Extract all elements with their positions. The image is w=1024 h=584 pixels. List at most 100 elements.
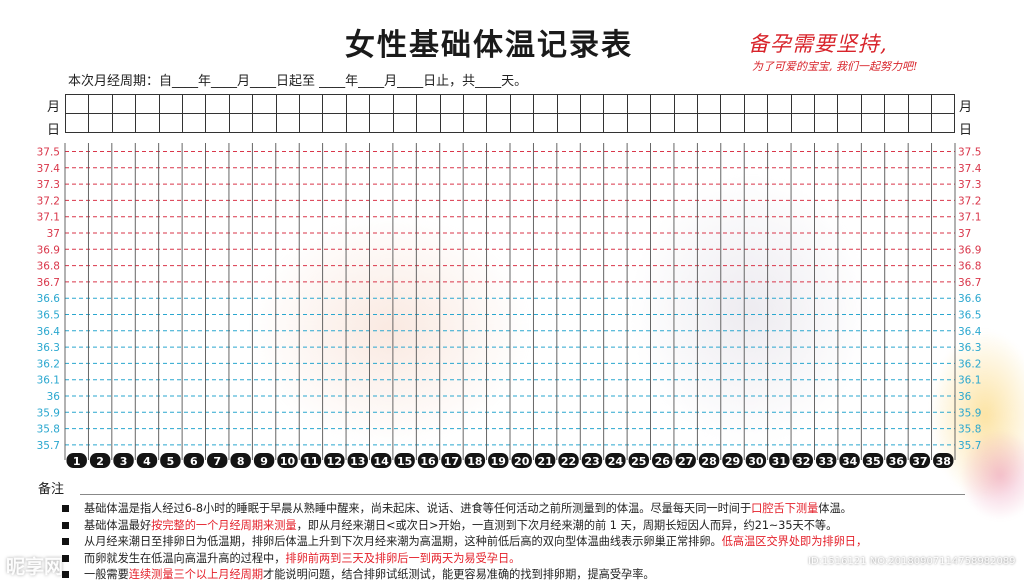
day-badge-bg [488, 453, 509, 468]
day-number-label: 19 [491, 455, 506, 468]
day-badge-bg [558, 453, 579, 468]
day-number-badge: 4 [136, 453, 158, 468]
day-badge-bg [347, 453, 368, 468]
temperature-label-left: 37.3 [37, 179, 60, 191]
day-number-badge: 30 [745, 453, 767, 468]
note-highlight: 连续测量三个以上月经周期 [128, 568, 264, 581]
temperature-label-right: 35.9 [958, 407, 981, 419]
day-number-label: 8 [237, 455, 245, 468]
note-item: 从月经来潮日至排卵日为低温期，排卵后体温上升到下次月经来潮为高温期，这种前低后高… [62, 534, 982, 551]
day-number-badge: 32 [792, 453, 813, 468]
day-number-badge: 25 [628, 453, 650, 468]
day-number-label: 35 [865, 455, 880, 468]
day-badge-bg [183, 453, 205, 468]
day-number-badge: 24 [605, 453, 626, 468]
background-photo-baby [250, 215, 530, 445]
day-number-badge: 35 [862, 453, 884, 468]
day-entry-cell[interactable] [931, 113, 956, 133]
month-row-label-left: 月 [47, 100, 61, 115]
temperature-label-right: 36.3 [958, 342, 981, 354]
day-number-label: 34 [842, 455, 858, 468]
temperature-label-right: 37.3 [958, 179, 981, 191]
day-number-badge: 31 [769, 453, 790, 468]
day-number-badge: 9 [253, 453, 275, 468]
day-number-badge: 14 [370, 453, 392, 468]
day-number-label: 22 [561, 455, 576, 468]
temperature-label-right: 36 [958, 391, 972, 403]
day-number-axis: 1 2 3 4 5 6 7 8 9 10 11 12 13 14 15 16 17 18 19 20 21 22 23 24 2… [66, 453, 954, 468]
day-number-badge: 12 [324, 453, 345, 468]
day-number-label: 13 [350, 455, 365, 468]
day-number-badge: 6 [183, 453, 205, 468]
day-number-label: 6 [190, 455, 198, 468]
notes-divider [80, 494, 965, 495]
day-number-label: 7 [213, 455, 221, 468]
day-number-badge: 15 [394, 453, 415, 468]
day-number-label: 38 [936, 455, 951, 468]
day-number-label: 18 [467, 455, 482, 468]
day-number-badge: 23 [581, 453, 603, 468]
day-badge-bg [89, 453, 111, 468]
day-row-label-left: 日 [47, 123, 61, 138]
day-number-badge: 20 [511, 453, 532, 468]
day-badge-bg [909, 453, 931, 468]
day-number-label: 25 [631, 455, 646, 468]
month-entry-row [64, 94, 956, 114]
temperature-label-left: 36.8 [37, 261, 60, 273]
day-badge-bg [324, 453, 345, 468]
day-badge-bg [511, 453, 532, 468]
day-badge-bg [792, 453, 813, 468]
day-badge-bg [253, 453, 275, 468]
temperature-label-right: 35.7 [958, 440, 981, 452]
day-number-badge: 19 [488, 453, 509, 468]
temperature-label-left: 36 [47, 391, 61, 403]
day-badge-bg [113, 453, 134, 468]
note-text: 而卵就发生在低温向高温升高的过程中， [84, 551, 286, 565]
day-badge-bg [207, 453, 228, 468]
temperature-chart: 37.5 37.5 37.4 37.4 37.3 37.3 37.2 37.2 37.1 37.1… [37, 143, 982, 468]
date-entry-grid [64, 94, 956, 133]
temperature-label-right: 37.4 [958, 163, 982, 175]
day-number-label: 24 [608, 455, 624, 468]
day-number-label: 5 [167, 455, 175, 468]
note-text: 一般需要 [84, 568, 129, 581]
day-number-badge: 17 [441, 453, 462, 468]
day-badge-bg [769, 453, 790, 468]
day-number-label: 14 [374, 455, 390, 468]
day-number-label: 3 [120, 455, 128, 468]
day-number-label: 37 [912, 455, 927, 468]
temperature-label-right: 37.2 [958, 195, 981, 207]
day-badge-bg [933, 453, 954, 468]
day-badge-bg [815, 453, 837, 468]
day-badge-bg [66, 453, 87, 468]
day-badge-bg [534, 453, 556, 468]
day-number-label: 15 [397, 455, 412, 468]
temperature-label-left: 36.4 [37, 326, 61, 338]
bullet-square-icon [62, 571, 69, 578]
day-number-label: 36 [889, 455, 905, 468]
day-badge-bg [652, 453, 673, 468]
day-number-label: 12 [327, 455, 342, 468]
day-number-badge: 33 [815, 453, 837, 468]
temperature-label-left: 36.5 [37, 310, 60, 322]
temperature-label-right: 36.7 [958, 277, 981, 289]
day-row-label-right: 日 [959, 123, 973, 138]
note-highlight: 按完整的一个月经周期来测量 [151, 518, 297, 532]
day-number-label: 21 [537, 455, 552, 468]
day-number-label: 23 [584, 455, 599, 468]
note-text: 体温。 [818, 502, 852, 515]
day-badge-bg [394, 453, 415, 468]
temperature-label-right: 36.5 [958, 310, 981, 322]
day-number-badge: 34 [839, 453, 860, 468]
day-number-badge: 13 [347, 453, 368, 468]
day-entry-row [64, 113, 956, 133]
note-item: 基础体温最好按完整的一个月经周期来测量，即从月经来潮日<或次日>开始，一直测到下… [62, 518, 982, 535]
background-flowers [930, 330, 1024, 500]
day-number-label: 32 [795, 455, 810, 468]
bullet-square-icon [62, 554, 69, 562]
temperature-label-right: 36.6 [958, 293, 982, 305]
day-badge-bg [417, 453, 439, 468]
day-badge-bg [230, 453, 251, 468]
day-number-badge: 8 [230, 453, 251, 468]
temperature-label-left: 36.3 [37, 342, 60, 354]
